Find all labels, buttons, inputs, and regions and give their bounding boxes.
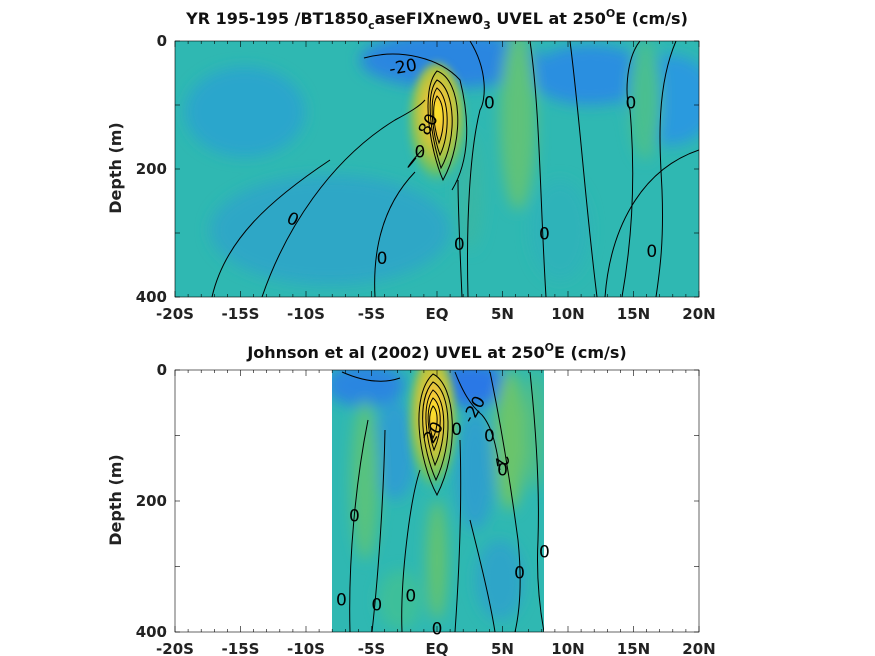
x-tick-label: 15N bbox=[617, 640, 650, 656]
contour-label: 0 bbox=[539, 542, 550, 562]
panel-model-field bbox=[175, 41, 699, 297]
contour-label: 0 bbox=[336, 590, 347, 610]
panel-model-y-axis-label: Depth (m) bbox=[106, 122, 125, 214]
x-tick-label: -5S bbox=[358, 305, 385, 323]
contour-label: 0 bbox=[349, 506, 360, 526]
x-tick-label: -10S bbox=[287, 640, 325, 656]
y-tick-label: 400 bbox=[136, 288, 167, 306]
contour-label: 0 bbox=[454, 235, 465, 255]
contour-label: 0 bbox=[514, 563, 525, 583]
y-tick-label: 200 bbox=[136, 492, 167, 510]
x-tick-label: 10N bbox=[551, 640, 584, 656]
contour-label: 0 bbox=[646, 242, 657, 262]
x-tick-label: -15S bbox=[222, 305, 260, 323]
panel-model-title: YR 195-195 /BT1850caseFIXnew03 UVEL at 2… bbox=[185, 7, 688, 32]
contour-label: -20 bbox=[388, 55, 419, 80]
x-tick-label: -15S bbox=[222, 640, 260, 656]
contour-label: 2 bbox=[491, 455, 513, 469]
contour-label: 0 bbox=[371, 595, 382, 615]
x-tick-label: -10S bbox=[287, 305, 325, 323]
x-tick-label: 15N bbox=[617, 305, 650, 323]
panel-model: YR 195-195 /BT1850caseFIXnew03 UVEL at 2… bbox=[106, 7, 716, 323]
x-tick-label: 10N bbox=[551, 305, 584, 323]
y-tick-label: 0 bbox=[157, 32, 167, 50]
panel-model-y-axis: 0 200 400 bbox=[136, 32, 699, 306]
contour-label: 0 bbox=[484, 427, 495, 447]
contour-label: 0 bbox=[497, 461, 508, 481]
y-tick-label: 0 bbox=[157, 361, 167, 379]
contour-label: 0 bbox=[484, 93, 495, 113]
contour-label: 0 bbox=[625, 93, 636, 113]
x-tick-label: 20N bbox=[682, 305, 715, 323]
contour-label: 0 bbox=[405, 586, 416, 606]
panel-model-x-axis: -20S -15S -10S -5S EQ 5N 10N 15N 20N bbox=[156, 41, 716, 323]
x-tick-label: EQ bbox=[426, 305, 449, 323]
x-tick-label: -5S bbox=[358, 640, 385, 656]
x-tick-label: 5N bbox=[491, 640, 514, 656]
x-tick-label: -20S bbox=[156, 305, 194, 323]
y-tick-label: 400 bbox=[136, 623, 167, 641]
contour-label: 0 bbox=[539, 225, 550, 245]
x-tick-label: 5N bbox=[491, 305, 514, 323]
contour-label: 0 bbox=[451, 420, 462, 440]
x-tick-label: -20S bbox=[156, 640, 194, 656]
y-tick-label: 200 bbox=[136, 160, 167, 178]
panel-observed-x-axis: -20S -15S -10S -5S EQ 5N 10N 15N 20N bbox=[156, 370, 716, 656]
panel-observed-y-axis-label: Depth (m) bbox=[106, 454, 125, 546]
panel-observed-title: Johnson et al (2002) UVEL at 250OE (cm/s… bbox=[246, 341, 626, 362]
x-tick-label: EQ bbox=[426, 640, 449, 656]
contour-label: 0 bbox=[377, 249, 388, 269]
contour-label: 0 bbox=[415, 143, 426, 163]
panel-observed-field bbox=[332, 370, 544, 632]
panel-observed: Johnson et al (2002) UVEL at 250OE (cm/s… bbox=[106, 341, 716, 656]
x-tick-label: 20N bbox=[682, 640, 715, 656]
